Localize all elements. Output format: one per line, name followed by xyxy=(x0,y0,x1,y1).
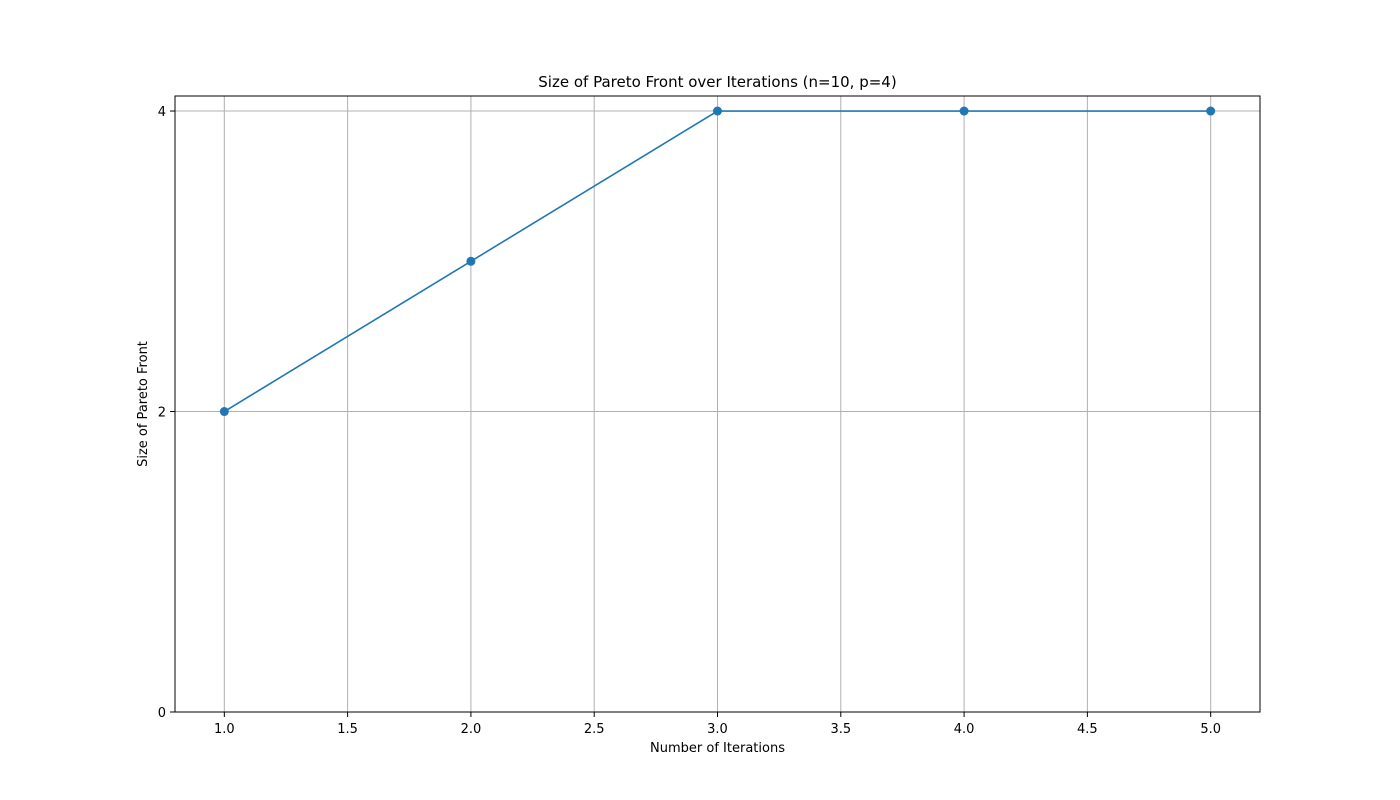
y-axis-label: Size of Pareto Front xyxy=(136,341,151,467)
x-tick-label: 2.5 xyxy=(584,722,605,737)
x-tick-label: 1.5 xyxy=(337,722,358,737)
y-tick-label: 2 xyxy=(158,406,166,421)
grid-layer xyxy=(175,96,1260,713)
data-point xyxy=(1206,106,1216,116)
data-point xyxy=(219,407,229,417)
data-point xyxy=(713,106,722,116)
x-tick-label: 1.0 xyxy=(214,722,235,737)
data-point xyxy=(959,106,969,116)
x-axis-label: Number of Iterations xyxy=(650,741,785,756)
data-point xyxy=(466,256,476,266)
y-tick-label: 4 xyxy=(158,105,166,120)
y-tick-label: 0 xyxy=(158,706,166,721)
x-tick-label: 4.0 xyxy=(954,722,975,737)
chart-title: Size of Pareto Front over Iterations (n=… xyxy=(538,73,896,91)
x-tick-label: 3.5 xyxy=(830,722,851,737)
ticks-layer: 1.0 1.5 2.0 2.5 3.0 3.5 4.0 4.5 5.0 0 2 4 xyxy=(158,105,1221,737)
x-tick-label: 2.0 xyxy=(461,722,482,737)
series-layer xyxy=(219,106,1216,417)
x-tick-label: 3.0 xyxy=(707,722,728,737)
x-tick-label: 4.5 xyxy=(1077,722,1098,737)
x-tick-label: 5.0 xyxy=(1200,722,1221,737)
